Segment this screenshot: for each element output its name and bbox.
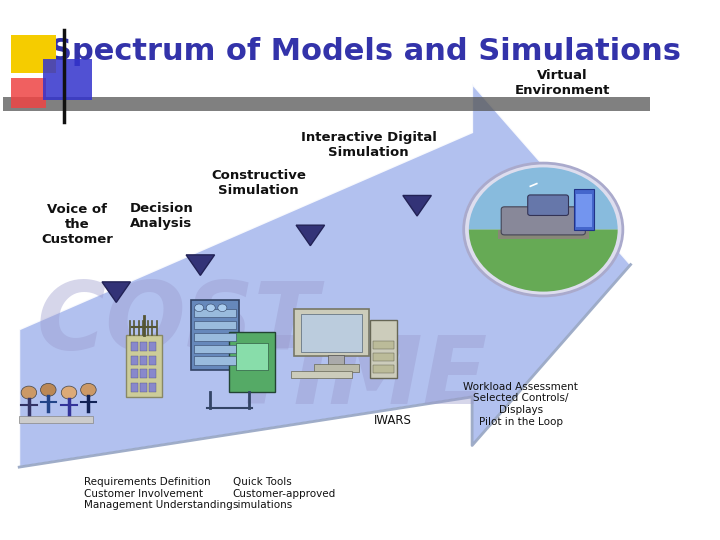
Bar (131, 383, 138, 391)
Polygon shape (403, 195, 431, 216)
Text: Workload Assessment
Selected Controls/
Displays
Pilot in the Loop: Workload Assessment Selected Controls/ D… (463, 382, 578, 427)
Bar (140, 369, 147, 378)
Bar (149, 342, 156, 351)
Circle shape (81, 383, 96, 396)
Bar (291, 371, 352, 378)
Bar (373, 353, 394, 361)
Polygon shape (102, 282, 130, 302)
Bar (314, 364, 359, 372)
Circle shape (21, 386, 37, 399)
Text: Requirements Definition
Customer Involvement
Management Understanding: Requirements Definition Customer Involve… (84, 477, 233, 510)
Circle shape (464, 163, 623, 296)
Bar (140, 383, 147, 391)
Bar (149, 369, 156, 378)
Text: Voice of
the
Customer: Voice of the Customer (42, 202, 113, 246)
Text: Virtual
Environment: Virtual Environment (515, 69, 611, 97)
Bar (194, 345, 236, 353)
Bar (140, 356, 147, 364)
FancyBboxPatch shape (501, 207, 585, 235)
Bar (194, 321, 236, 329)
Circle shape (218, 304, 227, 312)
Text: Interactive Digital
Simulation: Interactive Digital Simulation (301, 131, 436, 159)
Circle shape (194, 304, 204, 312)
Text: TIME: TIME (230, 332, 488, 424)
Bar (575, 189, 594, 230)
Bar (373, 341, 394, 349)
Text: Quick Tools
Customer-approved
simulations: Quick Tools Customer-approved simulation… (233, 477, 336, 510)
Polygon shape (19, 84, 631, 467)
Circle shape (40, 383, 56, 396)
Bar (373, 364, 394, 373)
Bar (370, 320, 397, 378)
Wedge shape (469, 167, 618, 230)
Bar (131, 356, 138, 364)
Circle shape (61, 386, 77, 399)
Bar (576, 194, 592, 227)
Text: Constructive
Simulation: Constructive Simulation (211, 169, 306, 197)
Bar (191, 300, 239, 370)
Bar (194, 356, 236, 365)
Circle shape (206, 304, 215, 312)
FancyBboxPatch shape (528, 195, 569, 215)
Bar (498, 230, 588, 239)
Text: Decision
Analysis: Decision Analysis (130, 201, 194, 229)
Bar (294, 309, 369, 356)
Bar (149, 383, 156, 391)
Bar (19, 416, 93, 423)
Bar (126, 335, 162, 397)
Bar (149, 356, 156, 364)
Bar (11, 78, 46, 108)
Bar (328, 355, 344, 365)
Bar (3, 97, 650, 111)
Bar (131, 342, 138, 351)
Bar (194, 333, 236, 341)
Bar (43, 59, 91, 100)
Bar (140, 342, 147, 351)
Bar (230, 332, 275, 392)
Polygon shape (186, 255, 215, 275)
Text: Spectrum of Models and Simulations: Spectrum of Models and Simulations (50, 37, 681, 66)
Text: IWARS: IWARS (374, 414, 412, 427)
Text: COST: COST (37, 278, 319, 370)
Bar (301, 314, 362, 352)
Bar (131, 369, 138, 378)
Bar (11, 35, 56, 73)
Bar (194, 309, 236, 317)
Wedge shape (469, 230, 618, 292)
Polygon shape (296, 225, 325, 246)
Bar (236, 343, 269, 370)
